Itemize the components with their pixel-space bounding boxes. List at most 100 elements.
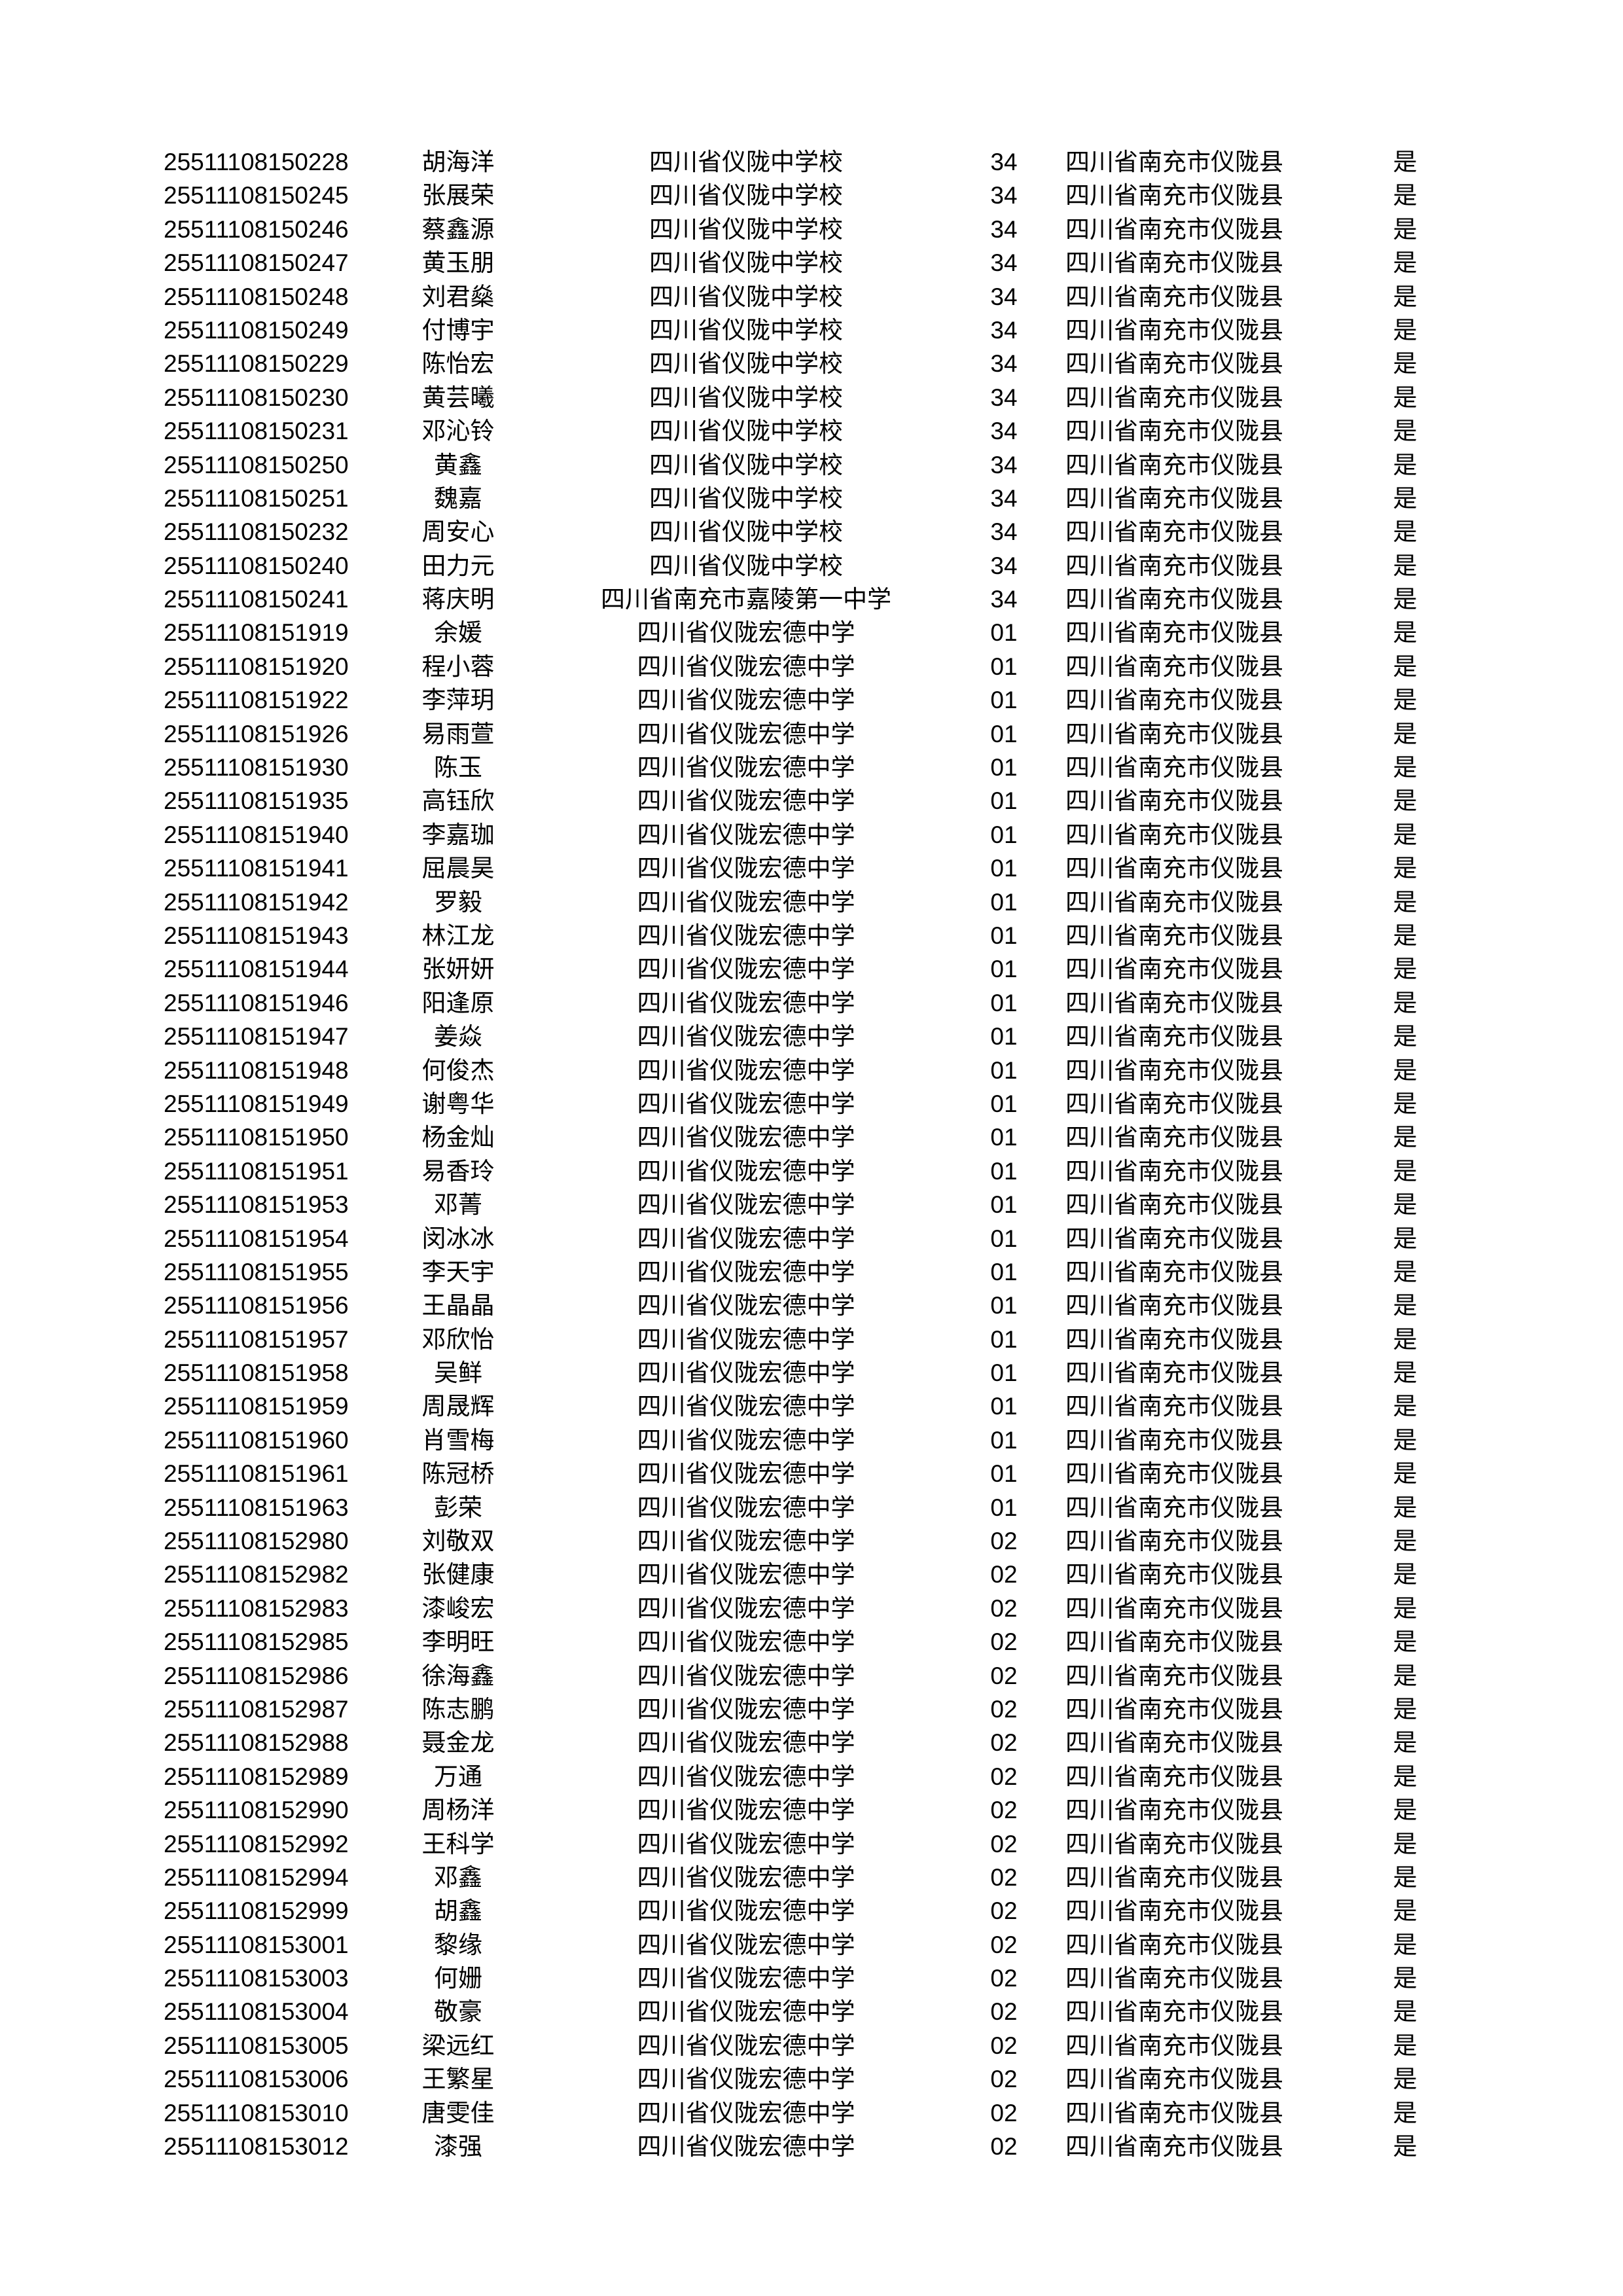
table-row: 25511108153012 漆强 四川省仪陇宏德中学 02 四川省南充市仪陇县 是 [0,2130,1623,2163]
table-row: 25511108150230 黄芸曦 四川省仪陇中学校 34 四川省南充市仪陇县 是 [0,381,1623,414]
eligible-flag: 是 [1393,181,1418,210]
county-name: 四川省南充市仪陇县 [1065,551,1283,580]
candidate-number: 25511108150240 [164,552,349,579]
student-name: 邓沁铃 [421,417,495,446]
candidate-number: 25511108151926 [164,720,349,747]
candidate-number: 25511108152985 [164,1628,349,1656]
county-name: 四川省南充市仪陇县 [1065,1661,1283,1690]
county-name: 四川省南充市仪陇县 [1065,1964,1283,1993]
school-name: 四川省仪陇宏德中学 [637,1897,855,1926]
class-number: 02 [990,1931,1018,1958]
county-name: 四川省南充市仪陇县 [1065,1493,1283,1522]
table-row: 25511108150240 田力元 四川省仪陇中学校 34 四川省南充市仪陇县 是 [0,549,1623,583]
county-name: 四川省南充市仪陇县 [1065,1527,1283,1556]
eligible-flag: 是 [1393,315,1418,344]
eligible-flag: 是 [1393,1661,1418,1690]
candidate-number: 25511108150230 [164,384,349,411]
school-name: 四川省仪陇宏德中学 [637,2031,855,2060]
class-number: 01 [990,1325,1018,1353]
school-name: 四川省仪陇中学校 [649,215,843,243]
candidate-number: 25511108150249 [164,316,349,344]
table-row: 25511108151954 闵冰冰 四川省仪陇宏德中学 01 四川省南充市仪陇县 是 [0,1222,1623,1255]
student-name: 李嘉珈 [421,820,495,849]
county-name: 四川省南充市仪陇县 [1065,518,1283,547]
school-name: 四川省仪陇宏德中学 [637,1257,855,1286]
class-number: 02 [990,1561,1018,1588]
class-number: 02 [990,2133,1018,2161]
candidate-number: 25511108151961 [164,1460,349,1488]
candidate-number: 25511108150251 [164,484,349,512]
class-number: 02 [990,2032,1018,2059]
eligible-flag: 是 [1393,2132,1418,2161]
school-name: 四川省仪陇宏德中学 [637,1493,855,1522]
candidate-number: 25511108151949 [164,1090,349,1117]
table-row: 25511108153006 王繁星 四川省仪陇宏德中学 02 四川省南充市仪陇县 是 [0,2062,1623,2096]
class-number: 01 [990,855,1018,882]
student-name: 蔡鑫源 [421,215,495,243]
table-row: 25511108150229 陈怡宏 四川省仪陇中学校 34 四川省南充市仪陇县 是 [0,347,1623,380]
table-row: 25511108152986 徐海鑫 四川省仪陇宏德中学 02 四川省南充市仪陇县 是 [0,1659,1623,1693]
eligible-flag: 是 [1393,1291,1418,1320]
school-name: 四川省仪陇宏德中学 [637,1224,855,1253]
class-number: 34 [990,316,1018,344]
candidate-number: 25511108151954 [164,1225,349,1252]
student-name: 吴鲜 [434,1359,482,1388]
school-name: 四川省仪陇宏德中学 [637,1123,855,1152]
county-name: 四川省南充市仪陇县 [1065,2031,1283,2060]
student-name: 高钰欣 [421,787,495,816]
school-name: 四川省仪陇宏德中学 [637,1056,855,1085]
candidate-number: 25511108151959 [164,1393,349,1420]
school-name: 四川省仪陇宏德中学 [637,1392,855,1421]
candidate-number: 25511108152982 [164,1561,349,1588]
table-row: 25511108153005 梁远红 四川省仪陇宏德中学 02 四川省南充市仪陇县 是 [0,2029,1623,2062]
candidate-number: 25511108152987 [164,1695,349,1723]
eligible-flag: 是 [1393,888,1418,916]
class-number: 34 [990,350,1018,378]
table-row: 25511108150251 魏嘉 四川省仪陇中学校 34 四川省南充市仪陇县 是 [0,482,1623,515]
eligible-flag: 是 [1393,282,1418,311]
county-name: 四川省南充市仪陇县 [1065,1191,1283,1219]
candidate-number: 25511108151944 [164,956,349,983]
county-name: 四川省南充市仪陇县 [1065,383,1283,412]
table-row: 25511108151943 林江龙 四川省仪陇宏德中学 01 四川省南充市仪陇县 是 [0,919,1623,952]
table-row: 25511108153004 敬豪 四川省仪陇宏德中学 02 四川省南充市仪陇县 是 [0,1995,1623,2028]
student-name: 敬豪 [434,1998,482,2026]
county-name: 四川省南充市仪陇县 [1065,484,1283,512]
table-row: 25511108151940 李嘉珈 四川省仪陇宏德中学 01 四川省南充市仪陇县 是 [0,818,1623,852]
table-row: 25511108151948 何俊杰 四川省仪陇宏德中学 01 四川省南充市仪陇县 是 [0,1054,1623,1087]
candidate-number: 25511108152988 [164,1729,349,1757]
table-row: 25511108151919 余媛 四川省仪陇宏德中学 01 四川省南充市仪陇县 是 [0,616,1623,649]
county-name: 四川省南充市仪陇县 [1065,1829,1283,1858]
student-name: 黄玉朋 [421,249,495,278]
county-name: 四川省南充市仪陇县 [1065,1594,1283,1623]
student-name: 易雨萱 [421,719,495,748]
class-number: 34 [990,384,1018,411]
table-row: 25511108152982 张健康 四川省仪陇宏德中学 02 四川省南充市仪陇县 是 [0,1558,1623,1591]
class-number: 01 [990,922,1018,949]
class-number: 01 [990,1292,1018,1319]
table-row: 25511108152992 王科学 四川省仪陇宏德中学 02 四川省南充市仪陇县 是 [0,1827,1623,1861]
candidate-number: 25511108151957 [164,1325,349,1353]
eligible-flag: 是 [1393,1089,1418,1118]
school-name: 四川省仪陇宏德中学 [637,1089,855,1118]
candidate-number: 25511108152986 [164,1662,349,1689]
eligible-flag: 是 [1393,1762,1418,1791]
table-row: 25511108150248 刘君燊 四川省仪陇中学校 34 四川省南充市仪陇县 是 [0,280,1623,314]
county-name: 四川省南充市仪陇县 [1065,1325,1283,1354]
class-number: 34 [990,518,1018,546]
school-name: 四川省仪陇宏德中学 [637,2065,855,2094]
candidate-number: 25511108153001 [164,1931,349,1958]
table-row: 25511108151922 李萍玥 四川省仪陇宏德中学 01 四川省南充市仪陇县 是 [0,683,1623,717]
school-name: 四川省仪陇宏德中学 [637,619,855,647]
candidate-number: 25511108152999 [164,1897,349,1925]
table-row: 25511108153010 唐雯佳 四川省仪陇宏德中学 02 四川省南充市仪陇县 是 [0,2096,1623,2130]
eligible-flag: 是 [1393,1796,1418,1825]
class-number: 34 [990,451,1018,478]
eligible-flag: 是 [1393,1560,1418,1589]
school-name: 四川省仪陇宏德中学 [637,2098,855,2127]
candidate-number: 25511108150229 [164,350,349,378]
school-name: 四川省仪陇宏德中学 [637,1594,855,1623]
school-name: 四川省仪陇中学校 [649,148,843,176]
class-number: 02 [990,1528,1018,1555]
table-row: 25511108150228 胡海洋 四川省仪陇中学校 34 四川省南充市仪陇县 是 [0,145,1623,179]
